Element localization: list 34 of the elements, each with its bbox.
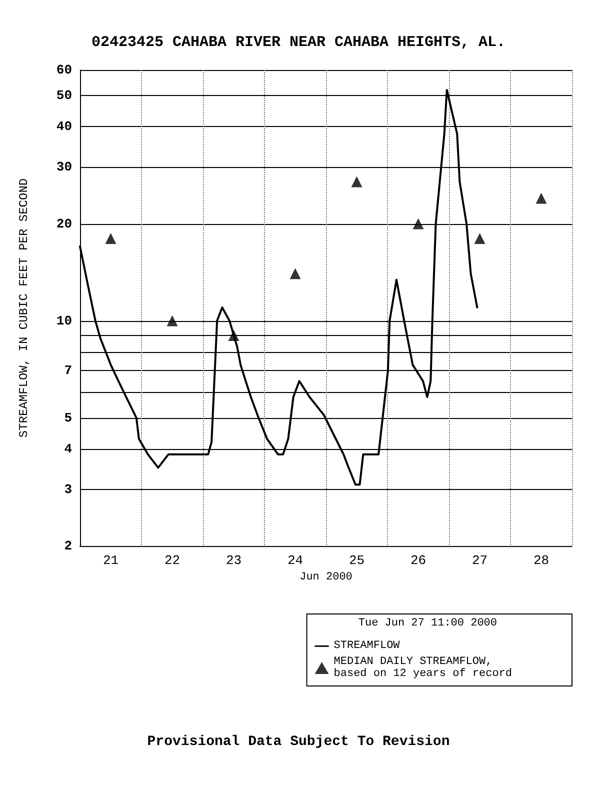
- y-tick-label: 2: [64, 538, 72, 554]
- y-tick-label: 50: [56, 88, 72, 104]
- y-axis-title: STREAMFLOW, IN CUBIC FEET PER SECOND: [17, 178, 31, 438]
- point: [412, 218, 424, 230]
- x-tick-label: 24: [287, 553, 304, 568]
- x-tick-label: 22: [164, 553, 180, 568]
- point: [290, 268, 301, 280]
- legend-label: STREAMFLOW: [334, 640, 400, 652]
- legend-label: MEDIAN DAILY STREAMFLOW, based on 12 years of record: [334, 656, 512, 680]
- y-tick-label: 3: [64, 482, 72, 497]
- point: [105, 232, 116, 244]
- x-tick-label: 21: [102, 553, 119, 568]
- y-tick-label: 4: [64, 441, 72, 456]
- x-axis-title: Jun 2000: [300, 571, 352, 584]
- y-tick-label: 40: [56, 119, 72, 134]
- x-tick-label: 27: [472, 553, 488, 568]
- y-tick-label: 20: [56, 216, 72, 232]
- chart-title: 02423425 CAHABA RIVER NEAR CAHABA HEIGHTS, AL.: [91, 34, 506, 51]
- legend-title: Tue Jun 27 11:00 2000: [358, 618, 497, 630]
- y-tick-label: 5: [64, 410, 72, 426]
- point: [351, 176, 362, 188]
- x-tick-label: 23: [226, 553, 242, 568]
- x-tick-label: 25: [348, 553, 365, 568]
- y-tick-label: 30: [56, 160, 72, 175]
- y-tick-label: 10: [56, 313, 72, 328]
- point: [228, 330, 240, 342]
- y-tick-label: 7: [64, 363, 72, 378]
- text: Provisional Data Subject To Revision: [147, 734, 450, 750]
- x-tick-label: 28: [533, 553, 550, 568]
- x-tick-label: 26: [410, 553, 426, 568]
- point: [474, 232, 486, 244]
- point: [166, 315, 178, 326]
- point: [536, 192, 547, 204]
- y-tick-label: 60: [56, 62, 72, 78]
